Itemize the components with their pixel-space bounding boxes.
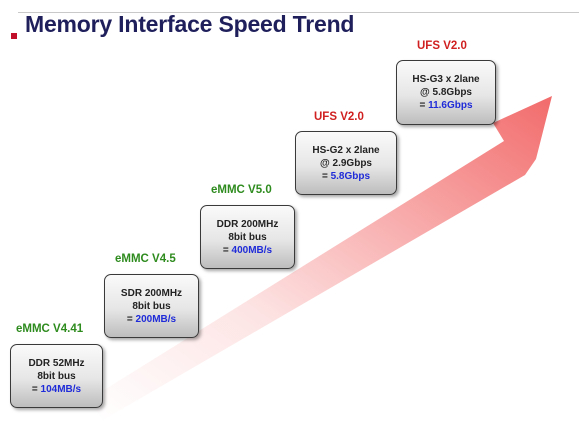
stage-1-speed-line: = 104MB/s xyxy=(32,383,81,396)
stage-5-speed: 11.6Gbps xyxy=(428,100,473,111)
stage-5-bus: @ 5.8Gbps xyxy=(420,87,472,98)
stage-4-interface: HS-G2 x 2lane xyxy=(312,144,380,156)
stage-3-bus: 8bit bus xyxy=(228,231,267,243)
title-bullet-icon xyxy=(11,33,17,39)
stage-1-standard-label: eMMC V4.41 xyxy=(16,323,84,335)
slide-title: Memory Interface Speed Trend xyxy=(25,11,355,37)
stage-2-interface: SDR 200MHz xyxy=(120,287,183,299)
stage-3-standard-label: eMMC V5.0 xyxy=(211,184,272,196)
stage-2-speed-line: = 200MB/s xyxy=(127,313,176,326)
stage-2-standard-label: eMMC V4.5 xyxy=(115,253,176,265)
stage-3-interface: DDR 200MHz xyxy=(216,218,279,230)
stage-4-speed: 5.8Gbps xyxy=(330,170,371,182)
stage-5-standard-label: UFS V2.0 xyxy=(417,40,467,52)
stage-1-box: DDR 52MHz 8bit bus = 104MB/s xyxy=(10,344,103,408)
stage-1-interface: DDR 52MHz xyxy=(28,357,85,369)
stage-1-bus: 8bit bus xyxy=(37,370,76,382)
stage-3-speed-line: = 400MB/s xyxy=(223,244,272,257)
stage-4-standard-label: UFS V2.0 xyxy=(314,111,364,123)
stage-4-speed-prefix: = xyxy=(321,170,331,182)
stage-3-speed-prefix: = xyxy=(222,244,232,256)
stage-3-box: DDR 200MHz 8bit bus = 400MB/s xyxy=(200,205,295,269)
stage-3-speed: 400MB/s xyxy=(231,244,273,256)
stage-2-box: SDR 200MHz 8bit bus = 200MB/s xyxy=(104,274,199,338)
stage-5-speed-prefix: = xyxy=(419,100,429,111)
stage-1-speed-prefix: = xyxy=(31,383,41,395)
stage-4-speed-line: = 5.8Gbps xyxy=(322,170,370,183)
stage-5-interface: HS-G3 x 2lane xyxy=(412,74,480,85)
title-underline xyxy=(18,12,579,13)
stage-2-speed: 200MB/s xyxy=(135,313,177,325)
stage-5-speed-line: = 11.6Gbps xyxy=(419,99,472,112)
stage-4-bus: @ 2.9Gbps xyxy=(320,157,372,169)
stage-4-box: HS-G2 x 2lane @ 2.9Gbps = 5.8Gbps xyxy=(295,131,397,195)
stage-2-bus: 8bit bus xyxy=(132,300,171,312)
stage-1-speed: 104MB/s xyxy=(40,383,82,395)
stage-5-box: HS-G3 x 2lane @ 5.8Gbps = 11.6Gbps xyxy=(396,60,496,125)
growth-arrow-shape xyxy=(88,96,552,420)
stage-2-speed-prefix: = xyxy=(126,313,136,325)
